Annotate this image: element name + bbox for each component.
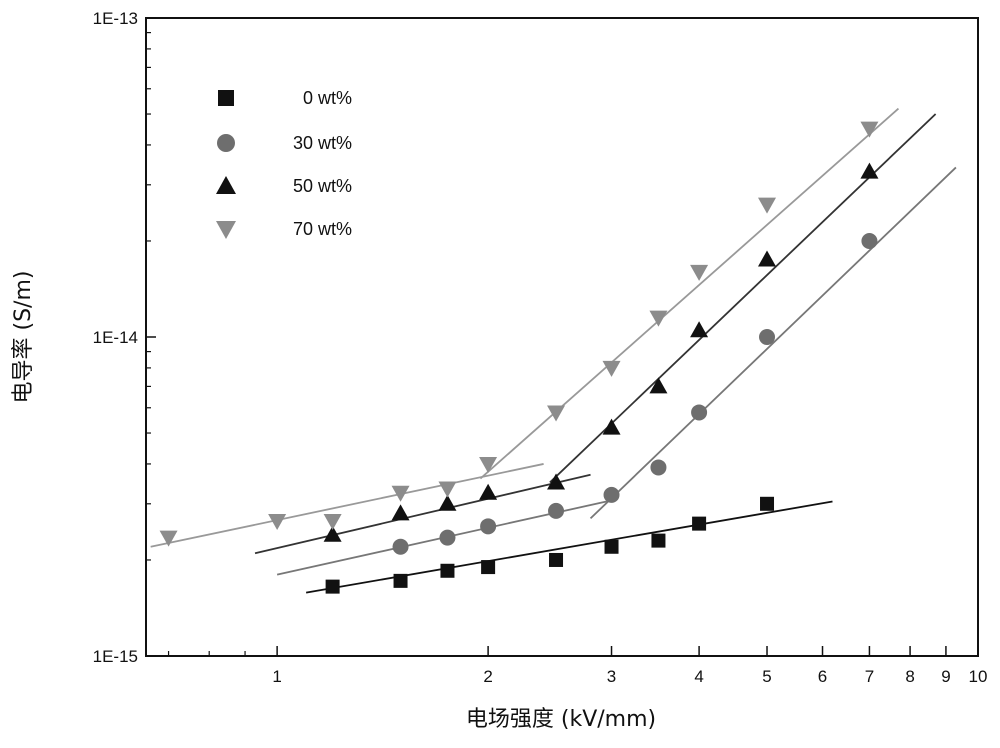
data-point [393, 573, 408, 588]
data-point [603, 486, 620, 503]
data-point [602, 418, 621, 435]
y-tick-label: 1E-13 [93, 9, 138, 28]
data-point [547, 473, 566, 490]
legend-label: 0 wt% [303, 88, 352, 108]
legend-marker [217, 134, 235, 152]
x-tick-label: 4 [694, 667, 703, 686]
data-point [692, 516, 707, 531]
data-point [268, 513, 287, 530]
y-axis-label: 电导率 (S/m) [11, 271, 36, 404]
x-tick-label: 2 [483, 667, 492, 686]
fit-line [305, 500, 833, 594]
fit-line [150, 463, 544, 548]
data-point [758, 197, 777, 214]
data-point [690, 264, 709, 281]
data-point [860, 121, 879, 138]
data-point [325, 579, 340, 594]
data-point [758, 250, 777, 267]
x-tick-label: 9 [941, 667, 950, 686]
data-point [479, 456, 498, 473]
data-point [438, 494, 457, 511]
x-tick-label: 7 [865, 667, 874, 686]
data-point [691, 404, 708, 421]
data-point [548, 502, 565, 519]
data-point [759, 329, 776, 345]
x-tick-label: 10 [969, 667, 988, 686]
data-point [481, 560, 496, 575]
data-point [323, 525, 342, 542]
x-tick-label: 5 [762, 667, 771, 686]
data-point [480, 518, 497, 535]
legend-label: 70 wt% [293, 219, 352, 239]
legend-marker [216, 176, 236, 194]
y-tick-label: 1E-14 [93, 328, 138, 347]
legend-label: 50 wt% [293, 176, 352, 196]
ticks-layer: 1 2 3 4 5 6 7 8 9 10 1E-15 1E-14 1E-13 [93, 9, 988, 686]
data-point [860, 162, 879, 179]
legend: 0 wt% 30 wt% 50 wt% 70 wt% [216, 88, 352, 239]
legend-label: 30 wt% [293, 133, 352, 153]
fit-line [254, 473, 591, 555]
data-points-layer [159, 121, 879, 594]
x-axis-label: 电场强度 (kV/mm) [466, 707, 656, 732]
data-point [649, 310, 668, 327]
data-point [391, 485, 410, 502]
data-point [690, 321, 709, 338]
data-point [440, 563, 455, 578]
data-point [323, 513, 342, 530]
data-point [760, 496, 775, 511]
data-point [159, 530, 178, 547]
data-point [479, 483, 498, 500]
fit-line [479, 107, 900, 480]
data-point [438, 481, 457, 498]
fit-line [589, 166, 957, 520]
data-point [549, 552, 564, 567]
data-point [651, 533, 666, 548]
data-point [547, 405, 566, 422]
data-point [602, 360, 621, 377]
x-tick-label: 8 [905, 667, 914, 686]
fit-lines-layer [150, 107, 957, 594]
data-point [391, 504, 410, 521]
data-point [650, 459, 667, 476]
legend-marker [216, 221, 236, 239]
data-point [439, 529, 456, 546]
x-tick-label: 6 [818, 667, 827, 686]
x-tick-label: 1 [272, 667, 281, 686]
y-tick-label: 1E-15 [93, 647, 138, 666]
data-point [604, 539, 619, 554]
data-point [649, 377, 668, 394]
x-tick-label: 3 [607, 667, 616, 686]
data-point [392, 538, 409, 555]
legend-marker [218, 90, 234, 106]
data-point [861, 232, 878, 249]
